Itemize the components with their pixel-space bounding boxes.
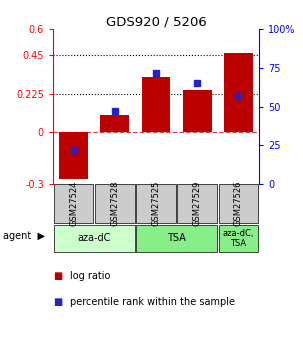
Bar xyxy=(136,184,176,223)
Bar xyxy=(142,77,171,132)
Text: aza-dC,
TSA: aza-dC, TSA xyxy=(223,228,254,248)
Text: GSM27525: GSM27525 xyxy=(152,181,161,226)
Bar xyxy=(54,184,93,223)
Bar xyxy=(178,184,217,223)
Text: GSM27526: GSM27526 xyxy=(234,181,243,226)
Text: log ratio: log ratio xyxy=(70,271,110,281)
Text: GSM27524: GSM27524 xyxy=(69,181,78,226)
Text: ■: ■ xyxy=(53,271,62,281)
Bar xyxy=(219,184,258,223)
Bar xyxy=(54,225,135,252)
Text: aza-dC: aza-dC xyxy=(78,233,111,243)
Bar xyxy=(224,53,253,132)
Title: GDS920 / 5206: GDS920 / 5206 xyxy=(106,15,206,28)
Text: GSM27528: GSM27528 xyxy=(110,181,119,226)
Bar xyxy=(95,184,135,223)
Text: agent  ▶: agent ▶ xyxy=(3,231,45,241)
Bar xyxy=(219,225,258,252)
Bar xyxy=(183,90,212,132)
Bar xyxy=(136,225,217,252)
Text: percentile rank within the sample: percentile rank within the sample xyxy=(70,297,235,307)
Text: GSM27529: GSM27529 xyxy=(193,181,202,226)
Text: ■: ■ xyxy=(53,297,62,307)
Text: TSA: TSA xyxy=(167,233,186,243)
Bar xyxy=(100,115,129,132)
Bar xyxy=(59,132,88,179)
